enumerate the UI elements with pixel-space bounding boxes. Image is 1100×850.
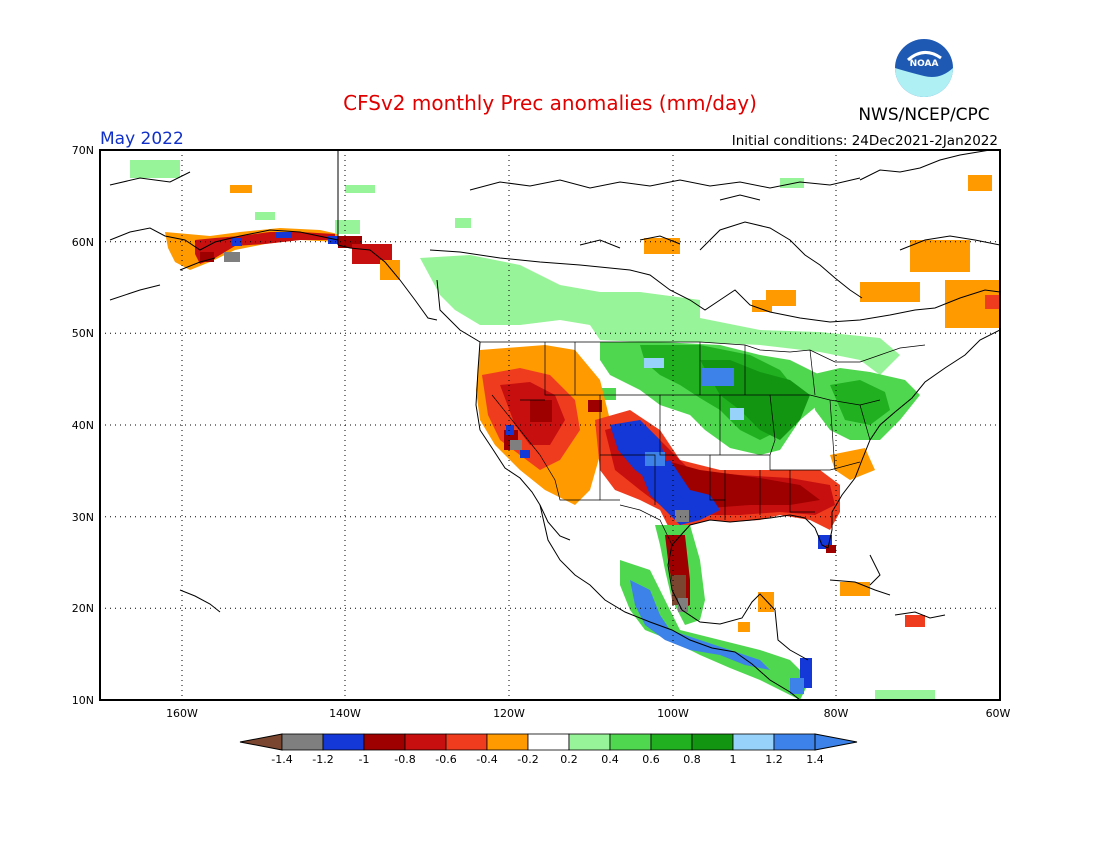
lon-label: 100W: [657, 707, 689, 720]
lon-label: 120W: [493, 707, 525, 720]
colorbar-tick-label: -1: [359, 753, 370, 766]
noaa-logo: NOAA: [895, 39, 953, 97]
colorbar-tick-label: 0.6: [642, 753, 660, 766]
colorbar: -1.4 -1.2 -1 -0.8 -0.6 -0.4 -0.2 0.2 0.4 0.6 0.8 1 1…: [239, 733, 858, 766]
colorbar-swatch: [445, 733, 488, 751]
graticule: [100, 150, 1000, 700]
colorbar-tick-label: -0.6: [435, 753, 456, 766]
colorbar-swatch: [281, 733, 324, 751]
colorbar-tick-label: -1.2: [312, 753, 333, 766]
colorbar-tick-label: 0.4: [601, 753, 619, 766]
colorbar-swatch: [363, 733, 406, 751]
colorbar-swatch: [568, 733, 611, 751]
colorbar-tick-label: -0.2: [517, 753, 538, 766]
colorbar-tick-label: -0.4: [476, 753, 497, 766]
colorbar-tick-label: -0.8: [394, 753, 415, 766]
colorbar-swatch: [404, 733, 447, 751]
political-boundaries: [480, 341, 926, 546]
colorbar-tick-label: -1.4: [271, 753, 292, 766]
colorbar-tick-label: 0.2: [560, 753, 578, 766]
anomaly-layer: [130, 160, 1000, 700]
lon-label: 160W: [166, 707, 198, 720]
month-label: May 2022: [100, 129, 184, 149]
lon-label: 60W: [986, 707, 1011, 720]
lat-label: 10N: [72, 694, 94, 707]
colorbar-tick-label: 1.2: [765, 753, 783, 766]
colorbar-swatch: [609, 733, 652, 751]
agency-label: NWS/NCEP/CPC: [858, 105, 989, 125]
lon-label: 80W: [824, 707, 849, 720]
logo-text: NOAA: [910, 59, 939, 69]
colorbar-tick-label: 1.4: [806, 753, 824, 766]
map-title: CFSv2 monthly Prec anomalies (mm/day): [343, 91, 757, 115]
lat-label: 60N: [72, 236, 94, 249]
initial-conditions: Initial conditions: 24Dec2021-2Jan2022: [732, 133, 998, 149]
latitude-labels: 70N 60N 50N 40N 30N 20N 10N: [72, 144, 94, 707]
longitude-labels: 160W 140W 120W 100W 80W 60W: [166, 707, 1010, 720]
colorbar-swatch: [773, 733, 816, 751]
colorbar-arrow-high: [814, 733, 858, 751]
map-frame: [99, 149, 1001, 701]
lat-label: 20N: [72, 602, 94, 615]
colorbar-arrow-low: [239, 733, 283, 751]
lat-label: 30N: [72, 511, 94, 524]
colorbar-swatch: [691, 733, 734, 751]
colorbar-tick-label: 0.8: [683, 753, 701, 766]
colorbar-swatch: [486, 733, 529, 751]
lat-label: 50N: [72, 327, 94, 340]
colorbar-swatch: [732, 733, 775, 751]
colorbar-swatch: [527, 733, 570, 751]
colorbar-swatch: [650, 733, 693, 751]
colorbar-tick-label: 1: [730, 753, 737, 766]
lon-label: 140W: [329, 707, 361, 720]
lat-label: 40N: [72, 419, 94, 432]
lat-label: 70N: [72, 144, 94, 157]
colorbar-swatch: [322, 733, 365, 751]
